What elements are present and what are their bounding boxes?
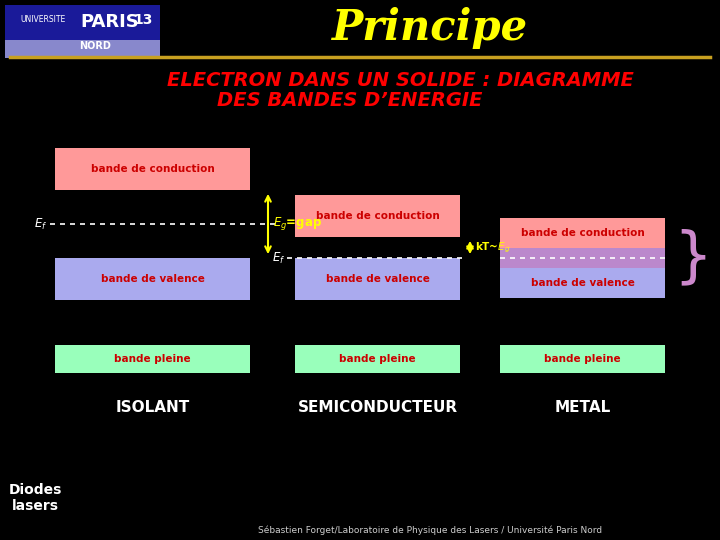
Text: bande de conduction: bande de conduction — [315, 211, 439, 221]
Text: 13: 13 — [133, 13, 153, 27]
FancyBboxPatch shape — [500, 248, 665, 268]
Text: Sébastien Forget/Laboratoire de Physique des Lasers / Université Paris Nord: Sébastien Forget/Laboratoire de Physique… — [258, 525, 602, 535]
FancyBboxPatch shape — [295, 195, 460, 237]
FancyBboxPatch shape — [55, 148, 250, 190]
Text: kT~$E_g$: kT~$E_g$ — [475, 240, 510, 255]
FancyBboxPatch shape — [5, 5, 160, 40]
Text: bande pleine: bande pleine — [544, 354, 621, 364]
FancyBboxPatch shape — [55, 258, 250, 300]
FancyBboxPatch shape — [5, 40, 160, 58]
Text: $E_g$=gap: $E_g$=gap — [273, 215, 322, 233]
Text: NORD: NORD — [79, 41, 111, 51]
FancyBboxPatch shape — [295, 345, 460, 373]
Text: UNIVERSITE: UNIVERSITE — [20, 16, 66, 24]
Text: PARIS: PARIS — [80, 13, 139, 31]
Text: ELECTRON DANS UN SOLIDE : DIAGRAMME: ELECTRON DANS UN SOLIDE : DIAGRAMME — [166, 71, 634, 90]
Text: $E_f$: $E_f$ — [34, 217, 47, 232]
Text: $E_f$: $E_f$ — [271, 251, 285, 266]
Text: }: } — [673, 228, 712, 287]
Text: bande pleine: bande pleine — [114, 354, 191, 364]
Text: DES BANDES D’ENERGIE: DES BANDES D’ENERGIE — [217, 91, 482, 110]
Text: bande pleine: bande pleine — [339, 354, 416, 364]
FancyBboxPatch shape — [500, 345, 665, 373]
Text: ISOLANT: ISOLANT — [115, 401, 189, 415]
Text: bande de valence: bande de valence — [325, 274, 429, 284]
FancyBboxPatch shape — [295, 258, 460, 300]
FancyBboxPatch shape — [500, 268, 665, 298]
Text: bande de conduction: bande de conduction — [91, 164, 215, 174]
Text: Diodes
lasers: Diodes lasers — [9, 483, 62, 513]
Text: SEMICONDUCTEUR: SEMICONDUCTEUR — [297, 401, 458, 415]
Text: bande de valence: bande de valence — [531, 278, 634, 288]
Text: bande de conduction: bande de conduction — [521, 228, 644, 238]
Text: Principe: Principe — [332, 7, 528, 49]
Text: bande de valence: bande de valence — [101, 274, 204, 284]
FancyBboxPatch shape — [55, 345, 250, 373]
Text: METAL: METAL — [554, 401, 611, 415]
FancyBboxPatch shape — [500, 218, 665, 248]
